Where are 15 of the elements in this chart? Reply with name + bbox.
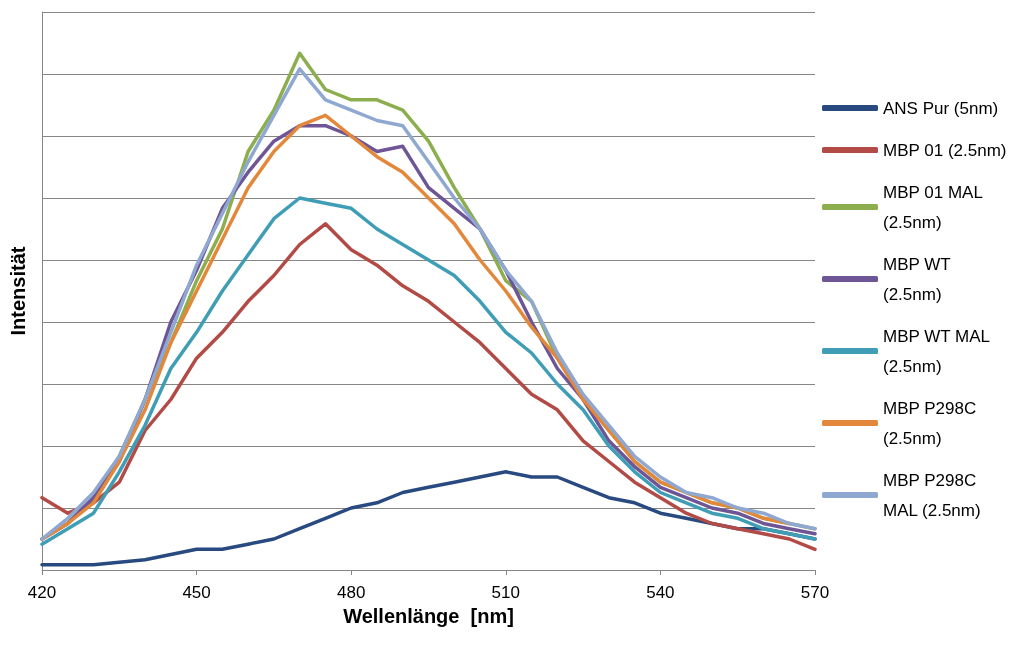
x-tick-label: 450 [182,583,211,602]
x-axis-title: Wellenlänge [nm] [343,605,514,627]
legend-label: MBP P298C (2.5nm) [883,398,981,448]
x-tick-label: 570 [800,583,830,602]
x-tick-label: 510 [491,583,520,602]
x-tick-label: 420 [27,583,57,602]
legend-label: MBP WT (2.5nm) [883,254,956,304]
x-tick-label: 480 [337,583,366,602]
legend-label: MBP P298C MAL (2.5nm) [883,470,981,520]
legend-label: MBP WT MAL (2.5nm) [883,326,995,376]
legend-label: MBP 01 (2.5nm) [883,140,1007,160]
y-axis-title: Intensität [7,246,29,336]
legend-label: MBP 01 MAL (2.5nm) [883,182,987,232]
x-tick-label: 540 [646,583,675,602]
legend-label: ANS Pur (5nm) [883,98,999,118]
